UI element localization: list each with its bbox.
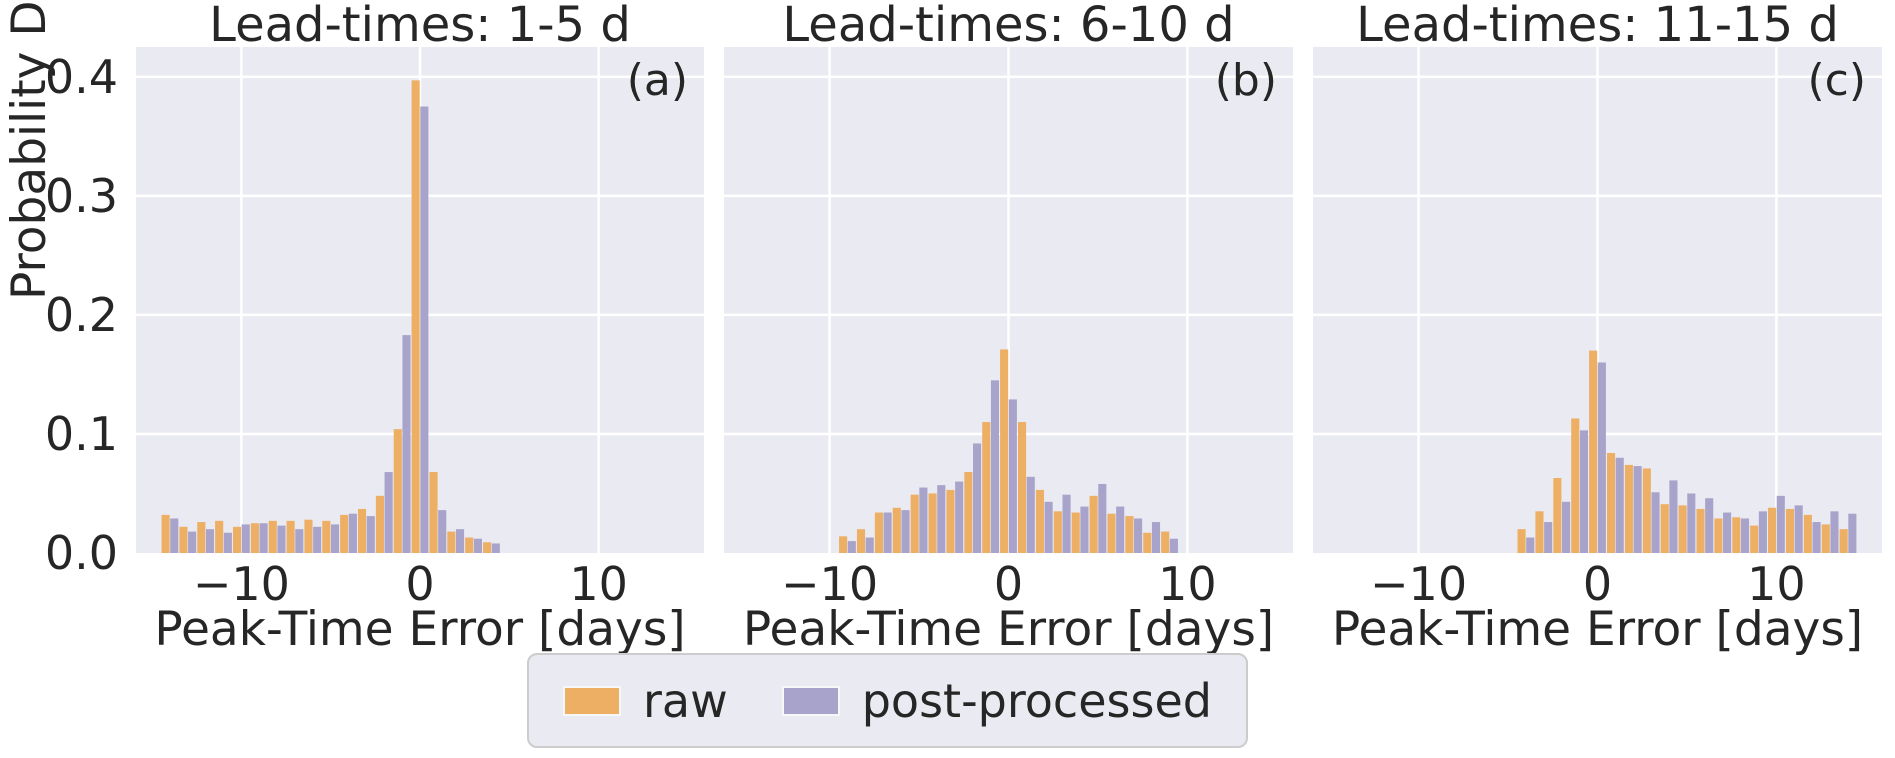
y-tick-0.2: 0.2	[44, 288, 118, 342]
panel-c-bars	[1313, 47, 1882, 553]
x-tick: 0	[405, 557, 435, 611]
panel-a-title: Lead-times: 1-5 d	[209, 0, 631, 53]
panel-c-letter: (c)	[1807, 55, 1866, 106]
x-tick: −10	[192, 557, 290, 611]
y-axis-ticks: 0.0 0.1 0.2 0.3 0.4	[0, 0, 126, 758]
legend-item-raw: raw	[563, 674, 728, 728]
panel-a-bars	[136, 47, 704, 553]
y-tick-0.4: 0.4	[44, 50, 118, 104]
post-processed-swatch-icon	[781, 685, 840, 716]
x-tick: −10	[1370, 557, 1468, 611]
x-tick: 0	[1582, 557, 1613, 611]
panel-b-bars	[724, 47, 1293, 553]
legend-item-post-processed: post-processed	[781, 673, 1212, 728]
x-tick: 10	[1747, 557, 1806, 611]
y-tick-0.3: 0.3	[44, 169, 118, 223]
x-tick: −10	[781, 557, 879, 611]
panel-b-xlabel: Peak-Time Error [days]	[742, 602, 1275, 657]
panel-c-xticks: −10 0 10	[1313, 558, 1882, 610]
x-tick: 10	[1158, 557, 1217, 611]
panel-a-xlabel: Peak-Time Error [days]	[154, 602, 686, 657]
x-tick: 0	[993, 557, 1024, 611]
panel-b-xticks: −10 0 10	[724, 558, 1293, 610]
legend-label-post-processed: post-processed	[861, 673, 1212, 728]
panel-a-xticks: −10 0 10	[136, 558, 704, 610]
panel-c-xlabel: Peak-Time Error [days]	[1331, 602, 1864, 657]
legend-label-raw: raw	[643, 673, 728, 728]
legend: raw post-processed	[527, 653, 1248, 748]
panel-b-plot: (b)	[724, 47, 1293, 553]
panel-c-plot: (c)	[1313, 47, 1882, 553]
panel-c-title: Lead-times: 11-15 d	[1356, 0, 1839, 53]
panel-b-title: Lead-times: 6-10 d	[782, 0, 1235, 53]
y-tick-0.1: 0.1	[44, 407, 118, 461]
panel-a-letter: (a)	[626, 55, 688, 106]
panel-a-plot: (a)	[136, 47, 704, 553]
y-tick-0.0: 0.0	[44, 526, 118, 580]
panel-b-letter: (b)	[1214, 55, 1277, 106]
raw-swatch-icon	[563, 685, 621, 716]
x-tick: 10	[569, 557, 628, 611]
